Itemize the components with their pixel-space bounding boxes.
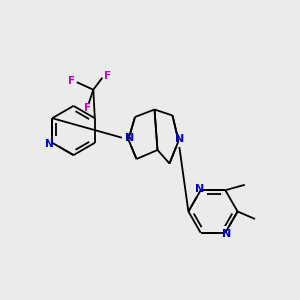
Bar (172, 135, 184, 147)
Text: N: N (195, 184, 204, 194)
Bar (194, 184, 207, 197)
Text: N: N (175, 134, 184, 145)
Text: N: N (45, 139, 54, 149)
Text: N: N (222, 229, 231, 239)
Text: F: F (68, 76, 75, 86)
Text: F: F (104, 71, 111, 81)
Text: F: F (84, 103, 91, 113)
Bar (122, 134, 134, 146)
Bar (219, 226, 232, 239)
Text: N: N (125, 133, 134, 143)
Bar (46, 136, 59, 149)
